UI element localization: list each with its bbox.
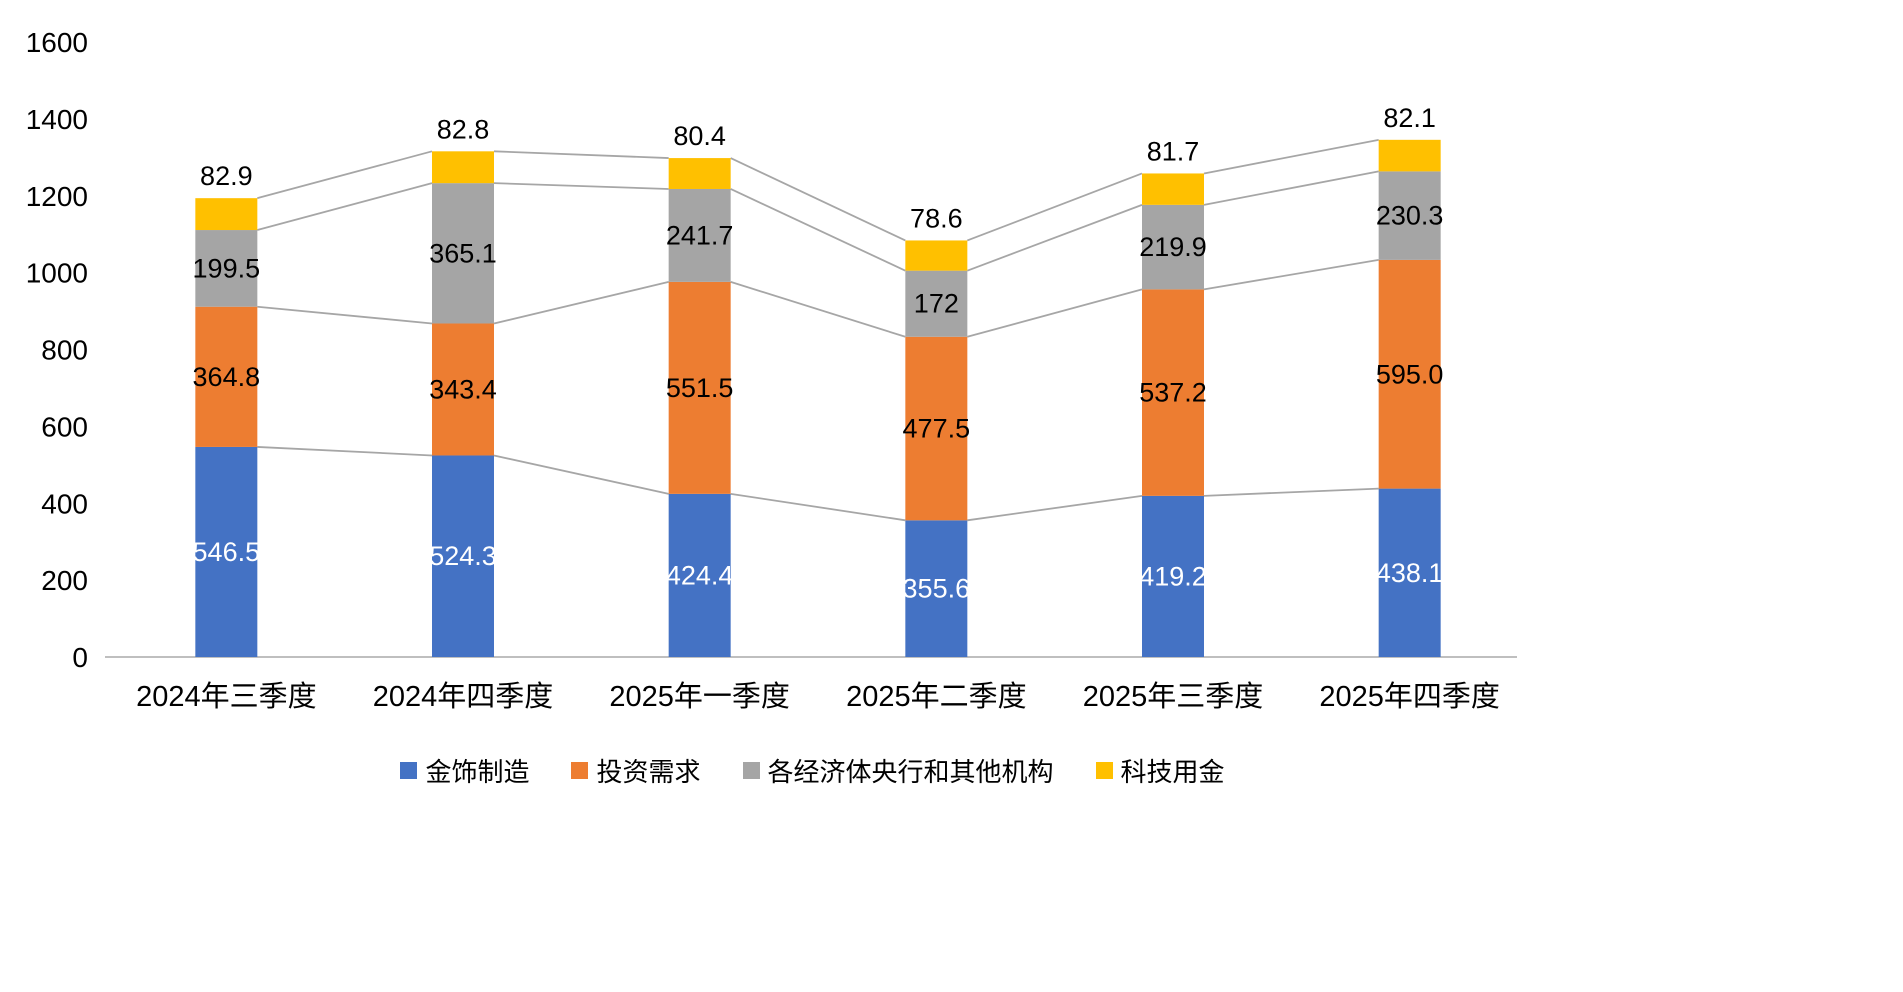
connector-line <box>730 281 906 338</box>
legend-item: 投资需求 <box>571 752 701 789</box>
bar-segment <box>905 240 968 271</box>
connector-line <box>493 150 669 159</box>
category-label: 2025年三季度 <box>1083 680 1264 713</box>
connector-line <box>967 288 1143 338</box>
connector-line <box>730 188 906 272</box>
y-axis-tick-label: 1600 <box>26 27 88 58</box>
connector-line <box>257 305 433 325</box>
data-label: 80.4 <box>673 121 726 151</box>
y-axis-tick-label: 1400 <box>26 104 88 135</box>
bar-segment <box>1378 488 1441 657</box>
bar-segment <box>195 198 258 231</box>
category-label: 2024年四季度 <box>373 680 554 713</box>
category-label: 2025年四季度 <box>1319 680 1500 713</box>
bar-segment <box>195 230 258 307</box>
y-axis-tick-label: 400 <box>41 488 88 519</box>
connector-line <box>493 454 669 495</box>
bar-segment <box>432 323 494 456</box>
legend-label: 各经济体央行和其他机构 <box>767 757 1054 787</box>
connector-line <box>257 446 433 457</box>
data-label: 364.8 <box>193 362 261 392</box>
bar-segment <box>195 306 258 447</box>
legend-swatch <box>400 762 418 779</box>
data-label: 82.8 <box>437 114 490 144</box>
data-label: 537.2 <box>1139 378 1207 408</box>
data-label: 551.5 <box>666 373 734 403</box>
data-label: 199.5 <box>193 253 261 283</box>
bar-segment <box>1378 259 1441 489</box>
legend-item: 金饰制造 <box>400 752 529 789</box>
legend-label: 投资需求 <box>596 757 701 787</box>
data-label: 219.9 <box>1139 232 1207 262</box>
legend-item: 科技用金 <box>1095 752 1225 789</box>
data-label: 355.6 <box>903 574 971 604</box>
bar-segment <box>668 493 731 657</box>
connector-line <box>1203 487 1379 497</box>
y-axis-tick-label: 0 <box>72 642 88 673</box>
connector-line <box>967 204 1143 272</box>
legend-item: 各经济体央行和其他机构 <box>742 752 1054 789</box>
bar-segment <box>905 520 968 657</box>
data-label: 477.5 <box>903 414 971 444</box>
legend-label: 科技用金 <box>1120 757 1225 787</box>
bar-segment <box>1142 173 1204 205</box>
connector-line <box>1203 170 1379 206</box>
data-label: 438.1 <box>1376 558 1444 588</box>
data-label: 424.4 <box>666 560 734 590</box>
y-axis-tick-label: 800 <box>41 335 88 366</box>
data-label: 172 <box>914 289 959 319</box>
connector-line <box>730 492 906 522</box>
bar-segment <box>668 158 731 189</box>
connector-line <box>257 182 433 231</box>
data-label: 595.0 <box>1376 359 1444 389</box>
category-label: 2025年二季度 <box>846 680 1027 713</box>
bar-segment <box>432 183 494 324</box>
legend-label: 金饰制造 <box>425 757 530 787</box>
bar-segment <box>1142 289 1204 496</box>
bar-segment <box>1142 204 1204 290</box>
data-label: 78.6 <box>910 203 963 233</box>
y-axis-tick-label: 1200 <box>26 181 88 212</box>
legend-swatch <box>571 762 589 779</box>
data-label: 343.4 <box>429 374 497 404</box>
data-label: 546.5 <box>193 537 261 567</box>
bar-segment <box>195 446 258 657</box>
bar-segment <box>1142 495 1204 657</box>
connector-line <box>493 182 669 190</box>
data-label: 524.3 <box>429 541 497 571</box>
data-label: 81.7 <box>1147 136 1200 166</box>
legend-swatch <box>742 762 760 779</box>
connector-line <box>257 150 433 200</box>
y-axis-tick-label: 1000 <box>26 258 88 289</box>
connector-line <box>1203 259 1379 291</box>
data-label: 82.1 <box>1383 103 1436 133</box>
data-label: 419.2 <box>1139 561 1207 591</box>
y-axis-tick-label: 200 <box>41 565 88 596</box>
bar-segment <box>905 270 968 337</box>
chart-legend: 金饰制造 投资需求 各经济体央行和其他机构 科技用金 <box>105 752 1520 789</box>
data-label: 241.7 <box>666 220 734 250</box>
y-axis-tick-label: 600 <box>41 411 88 442</box>
connector-line <box>493 281 669 325</box>
data-label: 82.9 <box>200 161 253 191</box>
bar-segment <box>668 281 731 494</box>
bar-segment <box>432 455 494 657</box>
data-label: 230.3 <box>1376 201 1444 231</box>
category-label: 2025年一季度 <box>609 680 790 713</box>
connector-line <box>730 157 906 242</box>
bar-segment <box>432 151 494 184</box>
connector-line <box>1203 138 1379 175</box>
bar-segment <box>1378 139 1441 172</box>
bar-segment <box>668 188 731 282</box>
connector-line <box>967 172 1143 242</box>
bar-segment <box>1378 171 1441 260</box>
data-label: 365.1 <box>429 238 497 268</box>
legend-swatch <box>1095 762 1113 779</box>
category-label: 2024年三季度 <box>136 680 317 713</box>
bar-segment <box>905 336 968 521</box>
connector-line <box>967 494 1143 522</box>
